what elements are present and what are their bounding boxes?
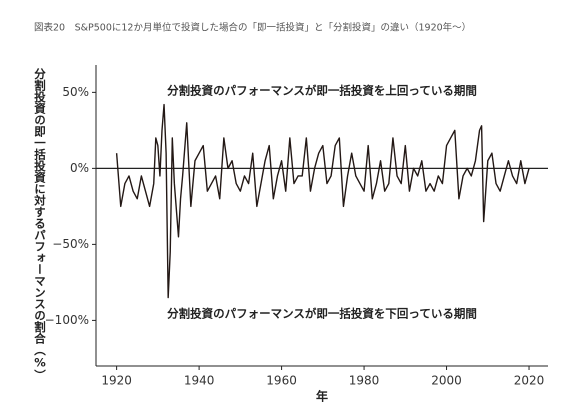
y-axis-label: 分割投資の即一括投資に対するパフォーマンスの割合（%） [33, 67, 47, 381]
x-tick-label: 2020 [514, 374, 545, 388]
series-line [115, 103, 530, 299]
chart-title: 図表20 S&P500に12か月単位で投資した場合の「即一括投資」と「分割投資」… [34, 22, 471, 34]
annotation: 分割投資のパフォーマンスが即一括投資を上回っている期間 [167, 84, 477, 98]
x-tick-label: 1940 [184, 374, 215, 388]
y-tick-label: 50% [62, 85, 89, 99]
annotation: 分割投資のパフォーマンスが即一括投資を下回っている期間 [167, 307, 477, 321]
x-tick-label: 1920 [101, 374, 132, 388]
y-tick-label: −100% [45, 313, 89, 327]
y-tick-label: 0% [70, 161, 89, 175]
x-axis-label: 年 [316, 389, 328, 404]
x-tick-label: 2000 [431, 374, 462, 388]
x-tick-label: 1960 [266, 374, 297, 388]
x-tick-label: 1980 [349, 374, 380, 388]
y-tick-label: −50% [52, 237, 89, 251]
